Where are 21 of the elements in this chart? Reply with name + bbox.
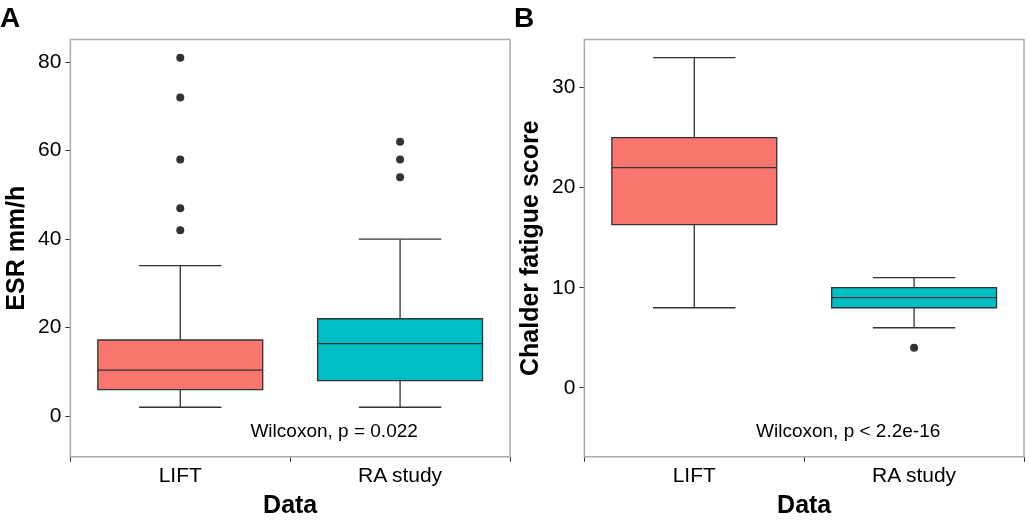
y-tick-label: 40 — [38, 225, 62, 249]
y-tick-label: 60 — [38, 137, 62, 161]
y-tick-label: 30 — [552, 74, 576, 98]
x-tick-label: RA study — [358, 463, 443, 487]
y-tick-label: 0 — [49, 402, 62, 426]
x-tick-label: LIFT — [158, 463, 203, 487]
y-tick-label: 0 — [563, 374, 576, 398]
y-tick-label: 80 — [38, 48, 62, 72]
y-tick-label: 10 — [552, 274, 576, 298]
annotation: Wilcoxon, p = 0.022 — [250, 420, 418, 442]
y-tick-label: 20 — [552, 174, 576, 198]
x-tick-label: RA study — [872, 463, 957, 487]
y-axis-title: Chalder fatigue score — [514, 120, 543, 377]
chart-title: A — [0, 1, 21, 33]
x-axis-title: Data — [777, 489, 833, 518]
annotation: Wilcoxon, p < 2.2e-16 — [755, 420, 941, 442]
x-axis-title: Data — [263, 489, 319, 518]
y-axis-title: ESR mm/h — [0, 185, 29, 311]
y-tick-label: 20 — [38, 314, 62, 338]
x-tick-label: LIFT — [672, 463, 717, 487]
chart-title: B — [514, 1, 535, 33]
